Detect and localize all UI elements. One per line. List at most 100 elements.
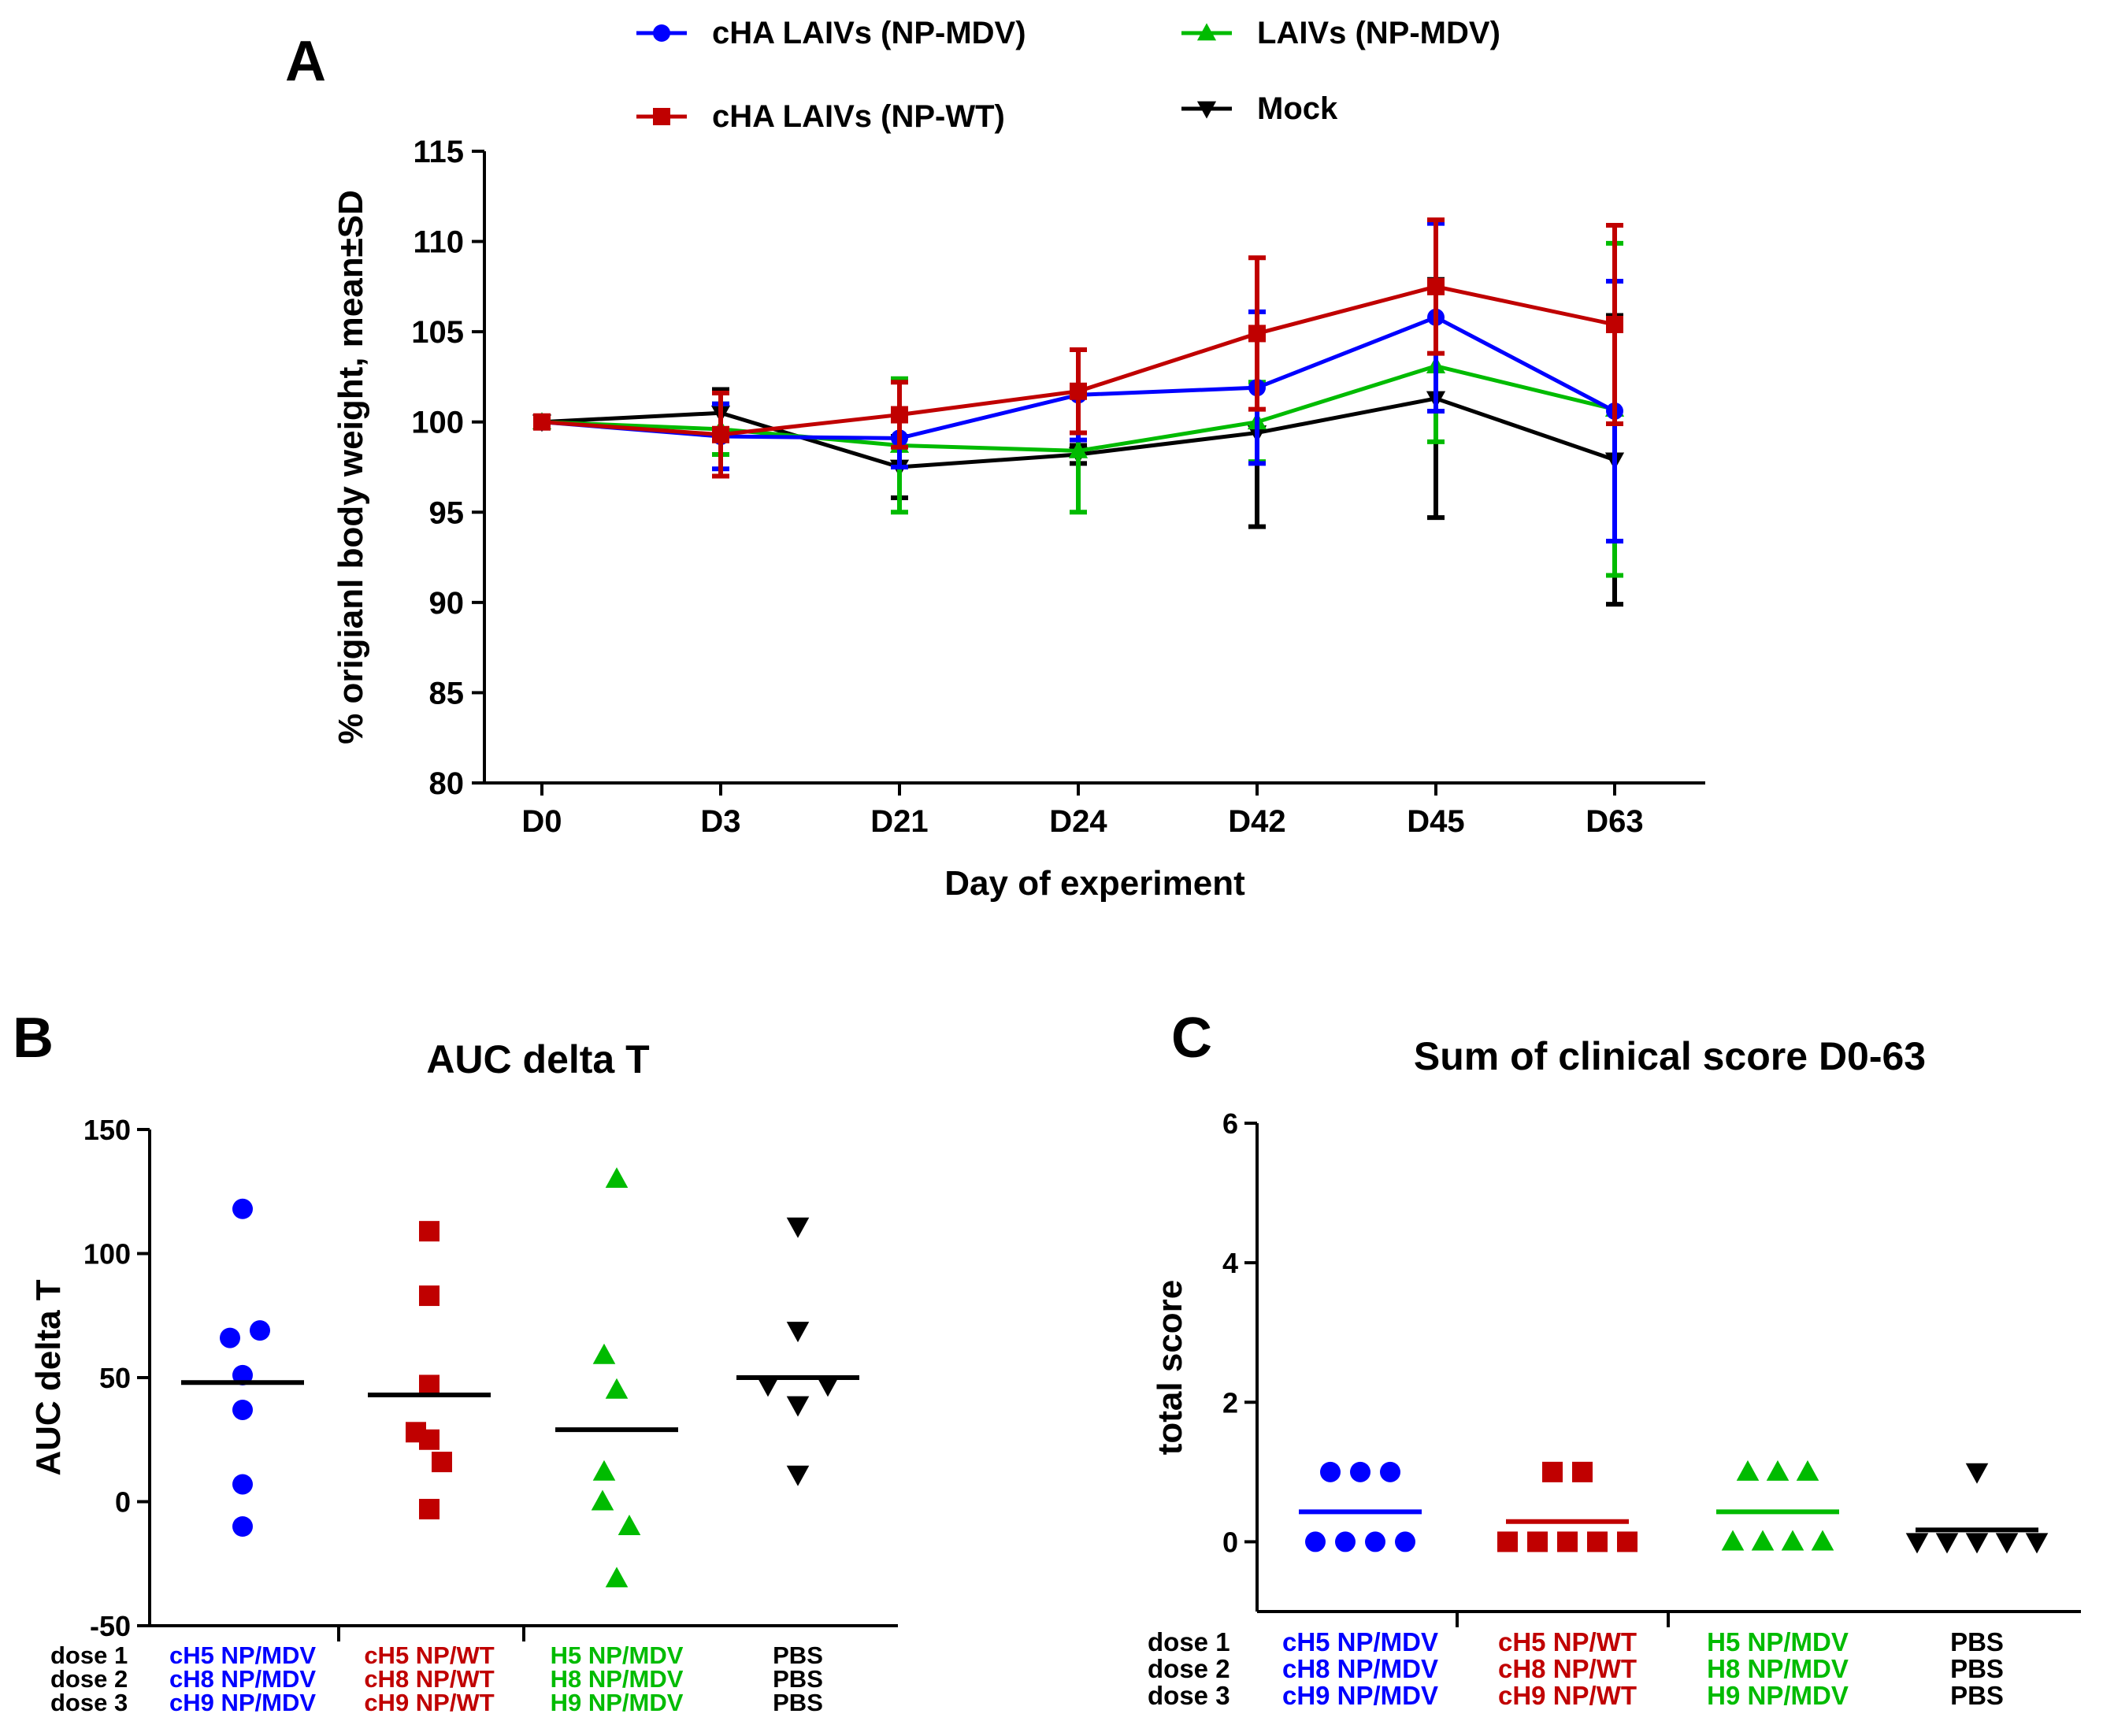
data-point [1497, 1531, 1518, 1552]
data-point [1070, 382, 1087, 400]
group [555, 1167, 678, 1588]
y-tick-label: 0 [115, 1486, 131, 1519]
data-point [419, 1221, 440, 1242]
group-label: cH8 NP/MDV [169, 1665, 316, 1693]
y-axis-title: % origianl body weight, mean±SD [332, 190, 370, 744]
group-label: H5 NP/MDV [551, 1641, 684, 1669]
y-tick-label: 0 [1222, 1526, 1238, 1558]
panel-b-scatter-chart: AUC delta T -50 0 50 100 150 AUC delta T dose 1… [29, 1037, 898, 1716]
data-point [1796, 1460, 1819, 1481]
group-label: H8 NP/MDV [551, 1665, 684, 1693]
data-point [1335, 1531, 1356, 1552]
group-label: cH9 NP/WT [1498, 1681, 1637, 1710]
y-tick-label: 50 [99, 1362, 131, 1394]
y-tick-label: 80 [429, 766, 465, 801]
group [1716, 1460, 1839, 1551]
data-point [232, 1198, 253, 1219]
y-tick-label: 150 [83, 1114, 131, 1146]
group [181, 1198, 304, 1537]
data-point [232, 1474, 253, 1495]
panel-label-b: B [13, 1007, 54, 1070]
group-label: PBS [773, 1689, 823, 1716]
x-axis-title: Day of experiment [944, 864, 1245, 903]
dose-label: dose 2 [50, 1665, 128, 1693]
group [1905, 1463, 2049, 1554]
data-point [1587, 1531, 1608, 1552]
chart-title: AUC delta T [426, 1037, 649, 1081]
group-label: cH9 NP/MDV [1282, 1681, 1438, 1710]
group-label: PBS [1950, 1681, 2004, 1710]
data-point [250, 1320, 270, 1341]
y-tick-label: -50 [90, 1610, 131, 1642]
data-point [1617, 1531, 1638, 1552]
data-point [1305, 1531, 1326, 1552]
group [1497, 1461, 1638, 1552]
data-point [1068, 440, 1089, 458]
data-point [1751, 1530, 1775, 1551]
y-tick-label: 110 [413, 225, 464, 260]
data-point [1995, 1533, 2019, 1554]
x-tick-label: D3 [700, 804, 740, 839]
chart-title: Sum of clinical score D0-63 [1414, 1034, 1926, 1078]
data-point [419, 1429, 440, 1450]
data-point [712, 425, 729, 443]
x-tick-label: D63 [1586, 804, 1643, 839]
data-point [2025, 1533, 2049, 1554]
data-point [1606, 315, 1623, 333]
data-point [592, 1343, 616, 1364]
data-point [1427, 277, 1445, 295]
group-label: cH9 NP/MDV [169, 1689, 316, 1716]
dose-label: dose 2 [1148, 1654, 1230, 1683]
data-point [1365, 1531, 1385, 1552]
y-axis-title: AUC delta T [29, 1279, 68, 1475]
dose-label: dose 1 [1148, 1627, 1230, 1656]
panel-a-line-chart: 80 85 90 95 100 105 110 115 D0 D3 D21 D24 D42 D45 D63 D… [332, 16, 1705, 903]
data-point [605, 1567, 629, 1588]
y-tick-label: 6 [1222, 1107, 1238, 1140]
data-point [591, 1489, 614, 1511]
data-point [419, 1498, 440, 1519]
group-label: PBS [1950, 1627, 2004, 1656]
data-point [419, 1374, 440, 1396]
legend-label: Mock [1257, 91, 1338, 126]
data-point [786, 1322, 810, 1343]
legend-label: cHA LAIVs (NP-MDV) [712, 16, 1026, 50]
data-point [1395, 1531, 1415, 1552]
data-point [232, 1399, 253, 1420]
panel-label-c: C [1171, 1007, 1212, 1070]
group-label: cH5 NP/WT [364, 1641, 494, 1669]
data-point [533, 413, 551, 431]
data-point [1542, 1461, 1563, 1482]
data-point [1320, 1461, 1341, 1482]
data-point [1736, 1460, 1760, 1481]
data-point [816, 1376, 840, 1397]
y-tick-label: 4 [1222, 1247, 1238, 1279]
data-point [1965, 1533, 1989, 1554]
data-point [1350, 1461, 1370, 1482]
x-tick-label: D21 [870, 804, 928, 839]
group-label: PBS [1950, 1654, 2004, 1683]
group-label: cH9 NP/WT [364, 1689, 494, 1716]
data-point [1935, 1533, 1959, 1554]
group-label: cH5 NP/WT [1498, 1627, 1637, 1656]
y-tick-label: 115 [413, 135, 464, 169]
data-point [432, 1452, 452, 1473]
data-point [592, 1460, 616, 1481]
y-axis-title: total score [1151, 1280, 1189, 1456]
group-label: PBS [773, 1641, 823, 1669]
group [368, 1221, 491, 1519]
x-tick-label: D45 [1407, 804, 1464, 839]
legend-marker [1196, 101, 1217, 119]
panel-label-a: A [285, 30, 326, 93]
y-tick-label: 2 [1222, 1386, 1238, 1419]
data-point [891, 406, 908, 424]
series [533, 217, 1623, 479]
y-tick-label: 100 [83, 1238, 131, 1270]
y-tick-label: 85 [429, 676, 465, 710]
dose-label: dose 3 [1148, 1681, 1230, 1710]
group-label: cH8 NP/MDV [1282, 1654, 1438, 1683]
x-tick-label: D24 [1049, 804, 1107, 839]
data-point [786, 1465, 810, 1486]
data-point [786, 1396, 810, 1417]
data-point [1572, 1461, 1593, 1482]
